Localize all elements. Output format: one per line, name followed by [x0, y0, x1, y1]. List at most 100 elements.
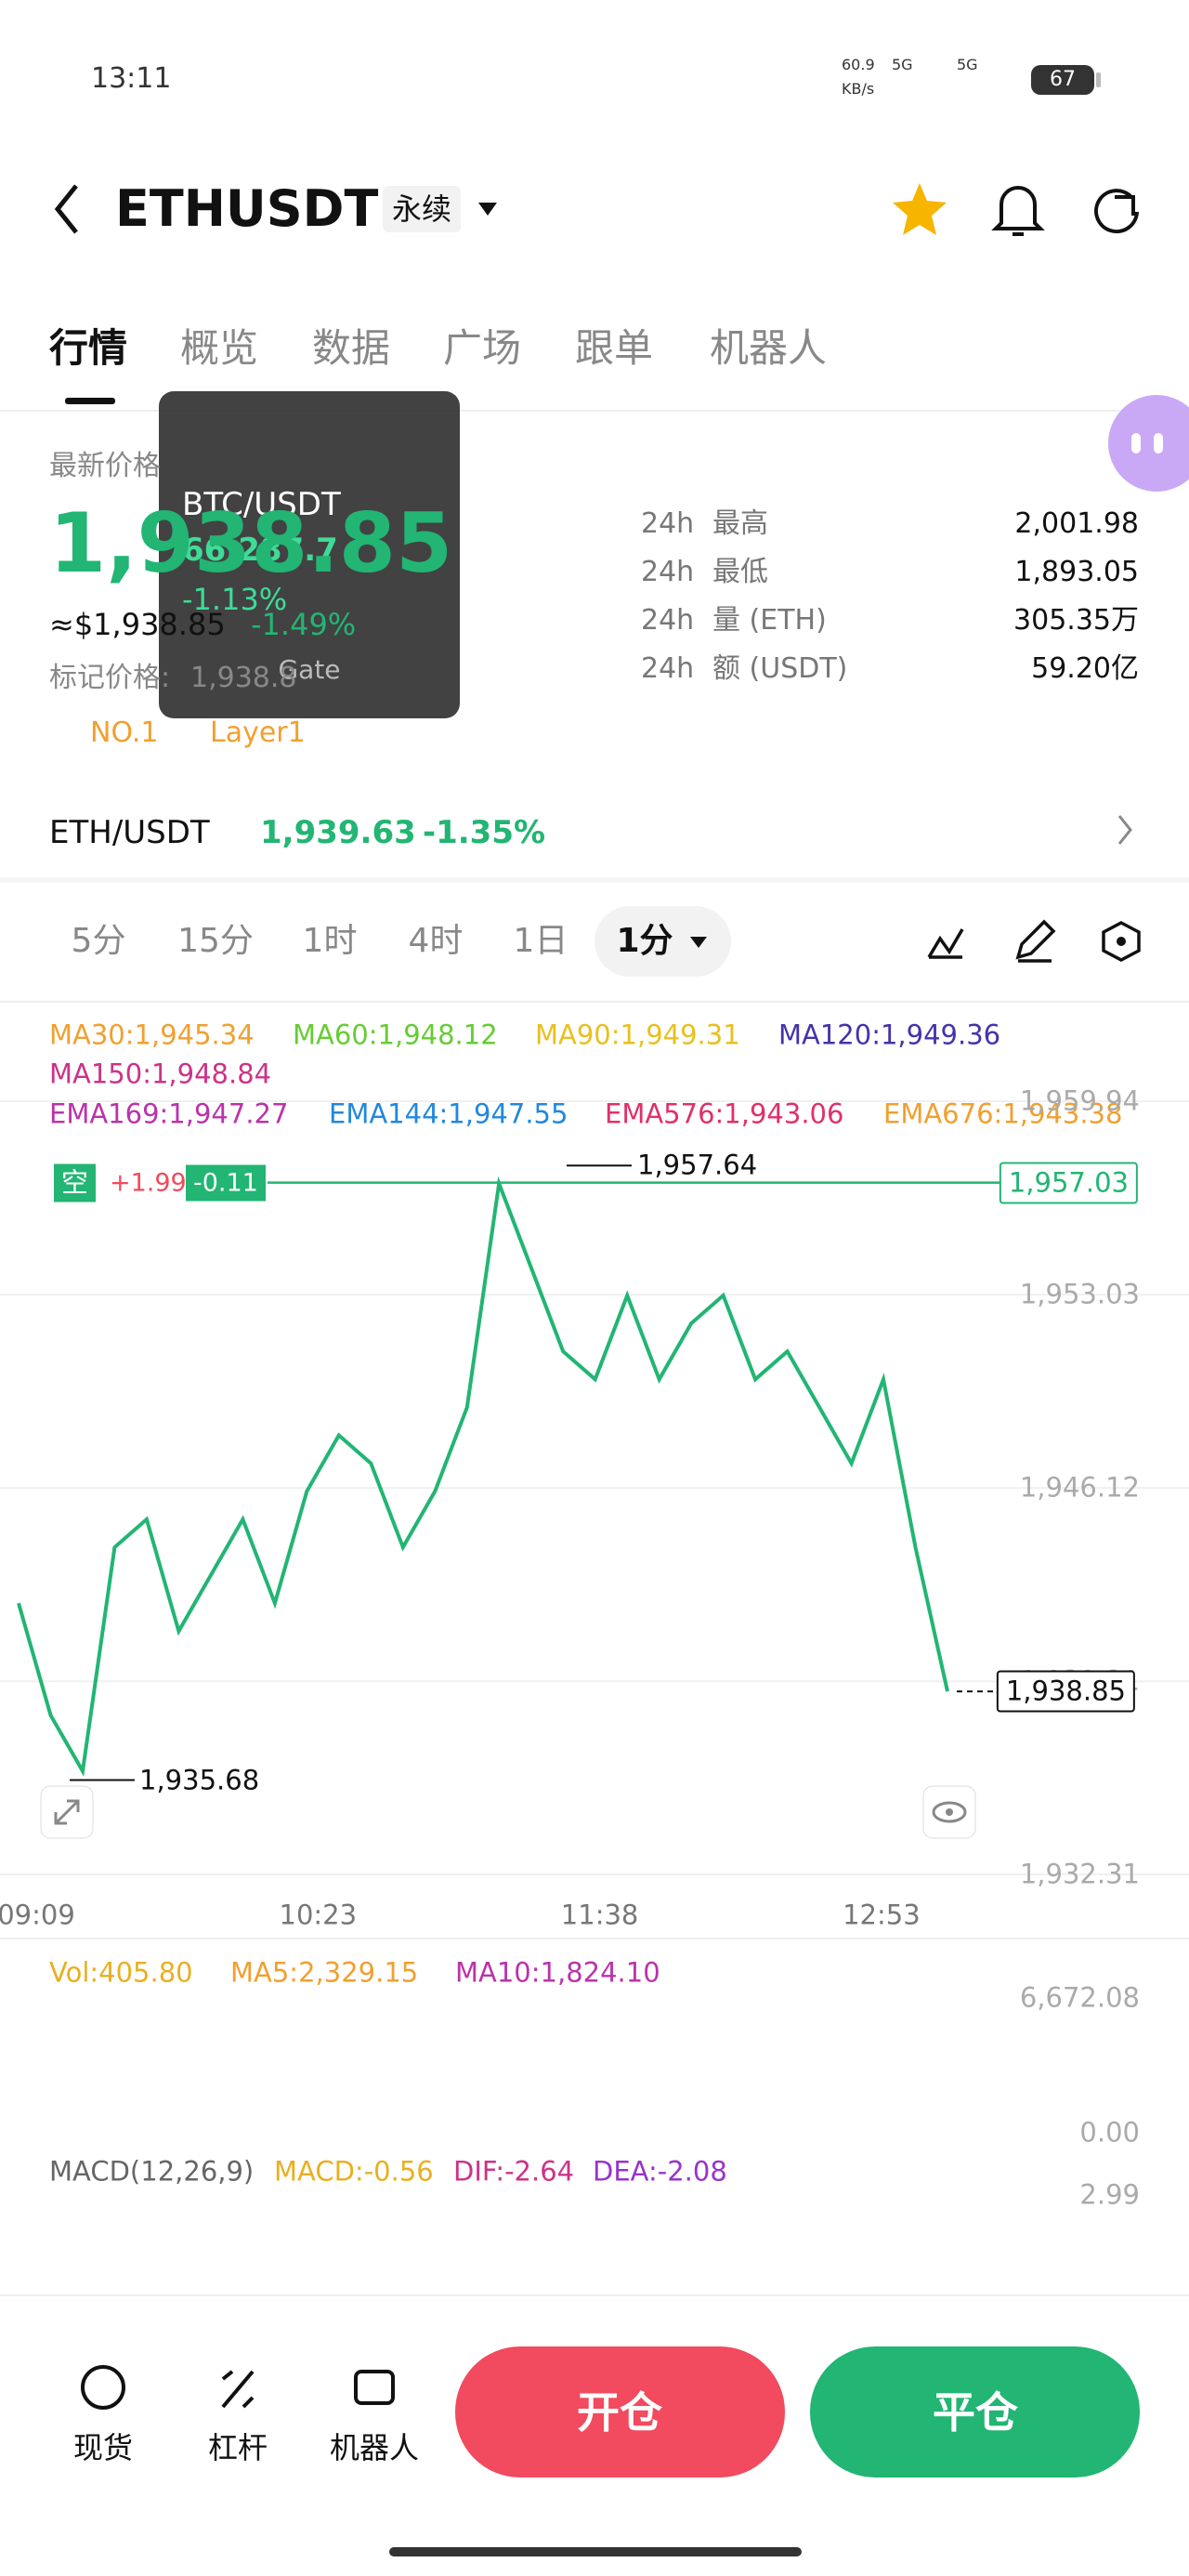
assistant-eye	[1154, 433, 1163, 453]
interval[interactable]: 1日	[513, 922, 568, 960]
margin-icon[interactable]	[221, 2370, 255, 2409]
dropdown-arrow[interactable]	[690, 937, 707, 948]
indicator-value: EMA169:1,947.27	[49, 1097, 289, 1130]
back-button[interactable]	[54, 184, 78, 234]
interval-pill[interactable]	[594, 906, 731, 977]
ticker-change: -1.35%	[423, 814, 546, 851]
section-divider	[0, 877, 1189, 883]
interval[interactable]: 1分	[616, 922, 673, 960]
status-time: 13:11	[91, 62, 172, 95]
x-tick-label: 11:38	[560, 1899, 639, 1931]
popup-brand: Gate	[278, 654, 341, 685]
position-pnl: +1.99	[102, 1164, 194, 1202]
sector-tag[interactable]: Layer1	[210, 716, 306, 749]
indicator-value: MA30:1,945.34	[49, 1019, 255, 1051]
stat-label: 最高	[712, 507, 768, 540]
rank-tag[interactable]: NO.1	[90, 716, 159, 749]
indicator-value: MA150:1,948.84	[49, 1058, 272, 1090]
interval[interactable]: 5分	[71, 922, 126, 960]
macd-indicator: MACD(12,26,9)	[49, 2155, 255, 2188]
net-unit: KB/s	[842, 80, 875, 98]
price-change: -1.49%	[251, 607, 357, 642]
tab[interactable]: 广场	[443, 325, 522, 371]
ticker-pair[interactable]: ETH/USDT	[49, 814, 210, 851]
stat-period: 24h	[641, 652, 695, 685]
battery	[1031, 65, 1094, 95]
indicator-value: EMA676:1,943.38	[883, 1097, 1123, 1130]
high-label: 1,957.64	[637, 1149, 758, 1181]
volume-indicator: MA5:2,329.15	[230, 1956, 419, 1989]
y-tick-label: 1,946.12	[1019, 1471, 1140, 1504]
nav-item[interactable]: 现货	[72, 2430, 134, 2465]
tab[interactable]: 机器人	[710, 325, 828, 371]
popup-change: -1.13%	[182, 582, 288, 617]
open-position[interactable]: 开仓	[577, 2387, 662, 2438]
price-label: 最新价格	[49, 450, 161, 482]
spot-icon[interactable]	[81, 2365, 125, 2410]
open-position-button[interactable]	[455, 2346, 785, 2477]
last-price: 1,938.85	[49, 495, 453, 591]
stat-label: 额 (USDT)	[712, 652, 848, 685]
draw-icon[interactable]	[1015, 919, 1056, 963]
interval[interactable]: 1时	[302, 922, 358, 960]
nav-item[interactable]: 机器人	[329, 2430, 420, 2465]
tab[interactable]: 数据	[312, 325, 391, 371]
symbol[interactable]: ETHUSDT	[115, 179, 379, 238]
macd-indicator: MACD:-0.56	[274, 2155, 434, 2188]
indicator-value: MA60:1,948.12	[293, 1019, 498, 1051]
stat-value: 305.35万	[1013, 604, 1139, 637]
interval[interactable]: 4时	[408, 922, 464, 960]
battery-tip	[1096, 72, 1101, 87]
battery-level: 67	[1050, 68, 1076, 91]
favorite-star[interactable]	[893, 183, 947, 235]
tab-underline	[65, 398, 115, 404]
volume-axis-label: 0.00	[1079, 2116, 1140, 2149]
signal: 5G	[957, 56, 978, 73]
stat-period: 24h	[641, 556, 695, 588]
share-button[interactable]	[1094, 189, 1139, 234]
price-line	[17, 1176, 949, 1777]
tab[interactable]: 跟单	[575, 325, 654, 371]
alert-bell[interactable]	[991, 186, 1045, 236]
usd-price: ≈$1,938.85	[49, 607, 226, 642]
volume-indicator: Vol:405.80	[49, 1956, 193, 1989]
indicator-value: EMA144:1,947.55	[329, 1097, 568, 1130]
indicator-value: EMA576:1,943.06	[605, 1097, 844, 1130]
settings-icon[interactable]	[1102, 921, 1141, 962]
popup-price: 66,287.7	[182, 532, 338, 569]
net-speed: 60.9	[842, 56, 875, 73]
y-tick-label: 1,932.31	[1019, 1858, 1140, 1890]
ticker-price: 1,939.63	[260, 814, 416, 851]
stat-value: 1,893.05	[1014, 556, 1139, 588]
mark-price: 1,938.8	[190, 662, 297, 694]
indicator-value: MA90:1,949.31	[535, 1019, 740, 1051]
contract-type[interactable]: 永续	[391, 191, 452, 227]
stat-period: 24h	[641, 604, 695, 637]
contract-tag[interactable]	[383, 186, 461, 232]
close-position[interactable]: 平仓	[933, 2387, 1018, 2438]
macd-indicator: DIF:-2.64	[453, 2155, 575, 2188]
floating-ticker-window[interactable]: BTC/USDT 66,287.7 -1.13% Gate	[159, 391, 460, 718]
tab[interactable]: 概览	[180, 325, 259, 371]
macd-axis-label: 2.99	[1079, 2178, 1140, 2211]
assistant-bubble[interactable]	[1108, 395, 1189, 492]
dropdown-arrow[interactable]	[478, 203, 497, 216]
y-tick-label: 1,953.03	[1019, 1278, 1140, 1310]
interval[interactable]: 15分	[177, 922, 254, 960]
stat-label: 量 (ETH)	[712, 604, 827, 637]
volume-indicator: MA10:1,824.10	[455, 1956, 660, 1989]
low-label: 1,935.68	[139, 1764, 260, 1796]
macd-indicator: DEA:-2.08	[593, 2155, 727, 2188]
position-price: 1,957.03	[999, 1162, 1138, 1204]
position-pnl-ratio: -0.11	[186, 1164, 266, 1202]
robot-icon[interactable]	[354, 2370, 395, 2405]
indicator-icon[interactable]	[927, 928, 964, 959]
mark-label: 标记价格:	[49, 662, 171, 694]
ticker-arrow[interactable]	[1117, 815, 1132, 845]
nav-item[interactable]: 杠杆	[207, 2430, 268, 2465]
eye-icon	[932, 1801, 967, 1823]
close-position-button[interactable]	[810, 2346, 1140, 2477]
tab[interactable]: 行情	[49, 325, 128, 371]
